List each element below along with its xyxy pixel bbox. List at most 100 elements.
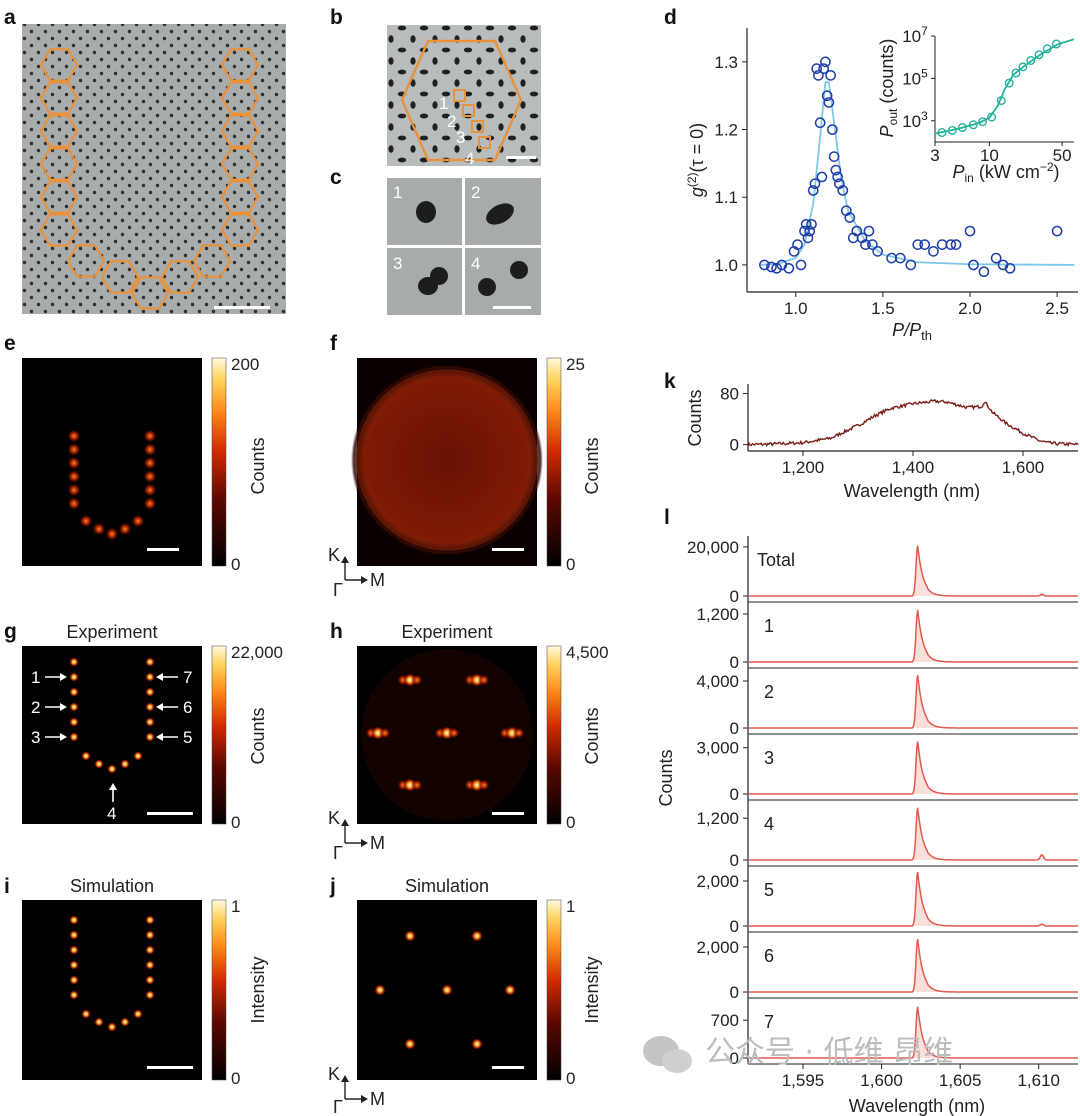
emission-spot bbox=[145, 915, 155, 925]
data-point bbox=[804, 225, 816, 237]
watermark: 公众号 · 低维 昂维 bbox=[643, 1035, 953, 1073]
y-tick-label: 1.1 bbox=[714, 188, 738, 207]
hexagon-cavity bbox=[220, 48, 260, 82]
hexagon-cavity bbox=[39, 48, 79, 82]
data-point bbox=[766, 261, 777, 273]
y-tick-label: 0 bbox=[730, 587, 739, 606]
x-tick-label: 1,400 bbox=[892, 458, 935, 477]
data-point bbox=[759, 259, 770, 271]
panel-a-sem-image bbox=[22, 24, 286, 314]
scale-bar bbox=[493, 306, 531, 309]
colorbar-g: 22,000 0 Counts bbox=[211, 643, 283, 832]
colorbar-label: Counts bbox=[248, 707, 268, 764]
series-label: Total bbox=[757, 550, 795, 570]
tile-label-3: 3 bbox=[393, 254, 402, 273]
inset-x-tick-label: 10 bbox=[980, 146, 999, 165]
scale-bar bbox=[147, 1066, 193, 1069]
x-tick-label: 2.5 bbox=[1045, 299, 1069, 318]
data-point bbox=[825, 70, 836, 81]
panel-label-f: f bbox=[330, 332, 338, 355]
data-point bbox=[813, 70, 824, 81]
inset-y-tick-label: 103 bbox=[902, 109, 928, 131]
emission-spot bbox=[143, 496, 157, 511]
panel-label-c: c bbox=[330, 166, 342, 189]
colorbar-max: 25 bbox=[566, 355, 585, 374]
y-axis-label: Counts bbox=[685, 389, 705, 446]
emission-spot bbox=[145, 930, 155, 940]
colorbar-h: 4,500 0 Counts bbox=[546, 643, 609, 832]
inset-data-point bbox=[947, 125, 957, 135]
fit-curve bbox=[760, 81, 1075, 266]
inset-data-point bbox=[996, 96, 1006, 106]
emission-spot bbox=[145, 945, 155, 955]
emission-spot bbox=[513, 727, 525, 739]
hexagon-cavity bbox=[39, 114, 79, 148]
data-point bbox=[792, 239, 803, 250]
inset-data-point bbox=[987, 112, 997, 122]
hexagon-cavity bbox=[100, 260, 140, 294]
colorbar-max: 1 bbox=[566, 897, 575, 916]
data-point bbox=[905, 259, 917, 271]
emission-spot bbox=[404, 1038, 416, 1050]
scale-bar bbox=[506, 156, 536, 159]
axis-gamma: Γ bbox=[333, 843, 343, 863]
spectrum-fill bbox=[748, 545, 1078, 596]
series-label: 2 bbox=[764, 682, 774, 702]
series-label: 6 bbox=[764, 946, 774, 966]
emission-spot bbox=[69, 990, 79, 1000]
data-point bbox=[851, 225, 863, 237]
panel-label-l: l bbox=[664, 506, 670, 529]
data-point bbox=[950, 239, 962, 250]
colorbar-e: 200 0 Counts bbox=[211, 355, 268, 574]
panel-label-g: g bbox=[4, 620, 17, 643]
y-tick-label: 0 bbox=[730, 653, 739, 672]
x-axis-label: Wavelength (nm) bbox=[849, 1096, 985, 1116]
spectrum-line bbox=[748, 741, 1078, 795]
colorbar-min: 0 bbox=[566, 813, 575, 832]
emission-spot bbox=[118, 522, 132, 536]
x-tick-label: 1,605 bbox=[939, 1071, 982, 1090]
inset-fit-curve bbox=[934, 38, 1075, 135]
colorbar-label: Counts bbox=[582, 707, 602, 764]
emission-spot bbox=[404, 930, 416, 942]
data-point bbox=[964, 225, 976, 237]
data-point bbox=[802, 232, 814, 244]
colorbar-label: Intensity bbox=[582, 956, 602, 1023]
emission-spot bbox=[69, 672, 79, 682]
spectrum-line bbox=[748, 938, 1078, 993]
data-point bbox=[816, 171, 828, 183]
emission-spot bbox=[143, 469, 157, 484]
data-point bbox=[806, 218, 817, 230]
emission-spot bbox=[478, 674, 490, 686]
spectrum-fill bbox=[748, 610, 1078, 662]
emission-spot bbox=[69, 930, 79, 940]
inset-x-axis-label: Pin (kW cm−2) bbox=[952, 160, 1059, 185]
panel-i-image bbox=[22, 900, 202, 1080]
y-tick-label: 0 bbox=[730, 917, 739, 936]
x-tick-label: 1.5 bbox=[871, 299, 895, 318]
y-tick-label: 3,000 bbox=[696, 739, 739, 758]
panel-label-k: k bbox=[664, 370, 676, 393]
emission-spot bbox=[67, 442, 81, 457]
y-tick-label: 700 bbox=[711, 1011, 739, 1030]
emission-spot bbox=[145, 990, 155, 1000]
emission-spot bbox=[105, 527, 119, 541]
emission-spot bbox=[79, 514, 93, 528]
arrow-label-7: 7 bbox=[183, 668, 192, 687]
emission-spot bbox=[67, 483, 81, 497]
emission-spot bbox=[145, 687, 155, 697]
emission-spot bbox=[131, 514, 145, 528]
cavity-label-1: 1 bbox=[439, 94, 448, 113]
colorbar-label: Counts bbox=[248, 437, 268, 494]
scale-bar bbox=[147, 812, 193, 815]
emission-spot bbox=[504, 984, 516, 996]
inset-y-tick-label: 105 bbox=[902, 66, 928, 88]
arrow-label-4: 4 bbox=[107, 804, 116, 823]
scale-bar bbox=[492, 812, 524, 815]
cavity-label-3: 3 bbox=[456, 128, 465, 147]
colorbar-j: 1 0 Intensity bbox=[546, 897, 602, 1088]
hexagon-cavity bbox=[160, 260, 200, 294]
y-tick-label: 0 bbox=[730, 983, 739, 1002]
emission-spot bbox=[107, 1022, 117, 1032]
emission-spot bbox=[69, 945, 79, 955]
